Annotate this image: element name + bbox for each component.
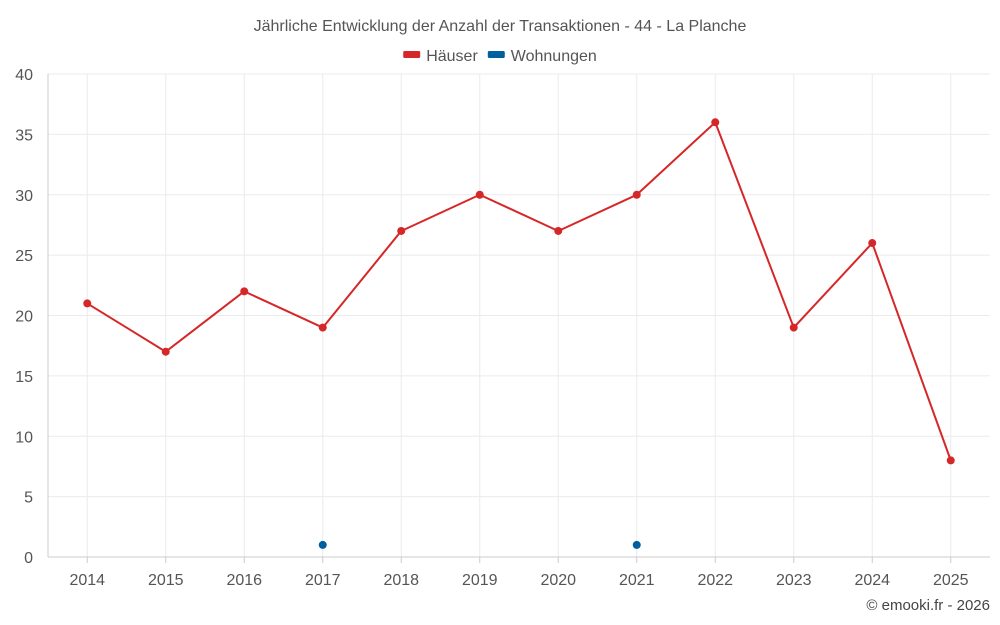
legend[interactable]: Häuser Wohnungen [403,48,597,65]
y-tick-label: 30 [15,188,33,205]
series-1 [318,540,641,549]
data-point [83,299,92,308]
y-tick-label: 25 [15,248,33,265]
legend-item[interactable]: Häuser [403,48,478,65]
data-point [240,287,249,296]
copyright-text: © emooki.fr - 2026 [866,597,990,614]
x-tick-label: 2018 [383,572,419,589]
x-tick-label: 2019 [462,572,498,589]
series-line [86,121,952,461]
data-point [632,540,641,549]
y-tick-label: 15 [15,369,33,386]
chart-title: Jährliche Entwicklung der Anzahl der Tra… [254,18,747,35]
grid [48,73,990,557]
data-point [318,323,327,332]
legend-item[interactable]: Wohnungen [487,48,597,65]
x-tick-label: 2025 [933,572,969,589]
data-point [711,118,720,127]
x-tick-label: 2014 [69,572,105,589]
data-point [868,239,877,248]
x-tick-label: 2024 [854,572,890,589]
y-tick-label: 5 [24,490,33,507]
x-tick-label: 2017 [305,572,341,589]
y-tick-label: 10 [15,429,33,446]
y-tick-label: 40 [15,67,33,84]
x-tick-label: 2023 [776,572,812,589]
x-tick-label: 2022 [697,572,733,589]
y-tick-label: 35 [15,127,33,144]
series [83,118,955,549]
y-tick-label: 20 [15,309,33,326]
data-point [946,456,955,465]
legend-label: Wohnungen [511,48,597,65]
legend-label: Häuser [426,48,478,65]
data-point [318,540,327,549]
x-tick-label: 2015 [148,572,184,589]
series-0 [83,118,955,465]
data-point [789,323,798,332]
x-tick-label: 2020 [540,572,576,589]
data-point [161,347,170,356]
data-point [632,190,641,199]
x-tick-label: 2016 [226,572,262,589]
data-point [475,190,484,199]
y-tick-label: 0 [24,550,33,567]
data-point [397,226,406,235]
x-tick-label: 2021 [619,572,655,589]
data-point [554,226,563,235]
legend-swatch [487,51,505,58]
legend-swatch [403,51,421,58]
